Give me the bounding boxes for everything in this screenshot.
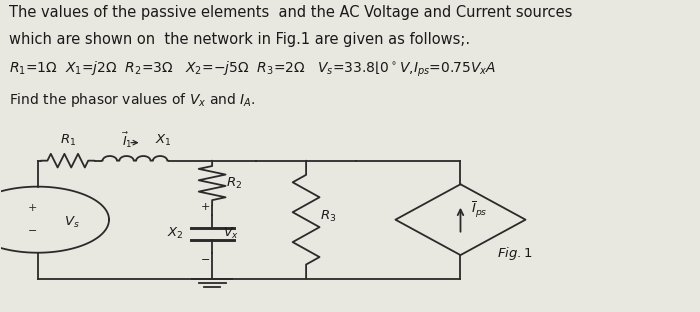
Text: which are shown on  the network in Fig.1 are given as follows;.: which are shown on the network in Fig.1 …: [8, 32, 470, 47]
Text: $\overline{I}_{ps}$: $\overline{I}_{ps}$: [471, 200, 488, 221]
Text: Find the phasor values of $V_x$ and $I_A$.: Find the phasor values of $V_x$ and $I_A…: [8, 91, 256, 109]
Text: $V_s$: $V_s$: [64, 215, 81, 230]
Text: $X_2$: $X_2$: [167, 226, 183, 241]
Text: $\vec{I}_1$: $\vec{I}_1$: [122, 131, 132, 150]
Text: $R_2$: $R_2$: [225, 176, 241, 191]
Text: −: −: [27, 226, 37, 236]
Text: $V_x$: $V_x$: [223, 226, 239, 241]
Text: +: +: [27, 203, 37, 213]
Text: $\mathit{Fig.1}$: $\mathit{Fig.1}$: [498, 245, 533, 262]
Text: $R_1$=1$\Omega$  $X_1$=$j$2$\Omega$  $R_2$=3$\Omega$   $X_2$=$-j$5$\Omega$  $R_3: $R_1$=1$\Omega$ $X_1$=$j$2$\Omega$ $R_2$…: [8, 60, 496, 79]
Text: The values of the passive elements  and the AC Voltage and Current sources: The values of the passive elements and t…: [8, 5, 572, 20]
Text: $R_3$: $R_3$: [319, 209, 336, 224]
Text: $X_1$: $X_1$: [155, 133, 172, 148]
Text: $R_1$: $R_1$: [60, 133, 76, 148]
Text: +: +: [201, 202, 210, 212]
Text: −: −: [201, 255, 210, 265]
